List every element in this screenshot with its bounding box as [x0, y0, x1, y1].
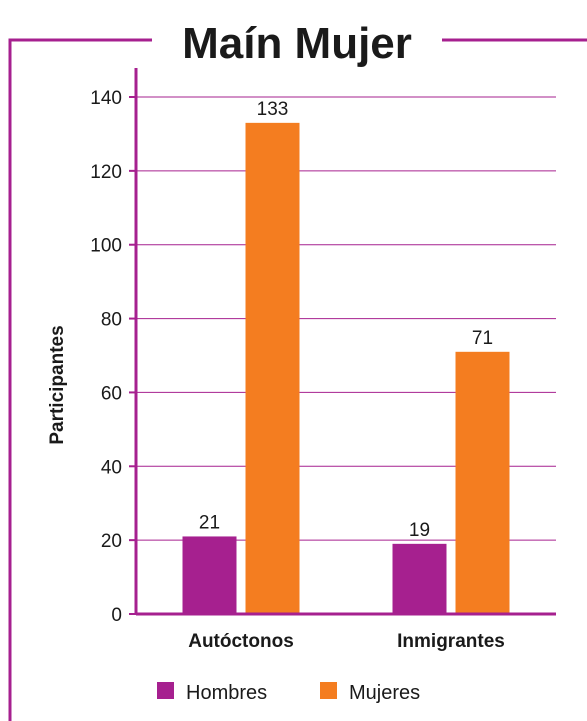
y-tick-label-20: 20	[101, 531, 122, 552]
bar-mujeres-1	[456, 352, 510, 614]
data-label-hombres-1: 19	[409, 520, 430, 541]
bar-hombres-1	[393, 544, 447, 614]
x-tick-label-0: Autóctonos	[188, 631, 294, 652]
y-tick-label-60: 60	[101, 383, 122, 404]
x-tick-label-1: Inmigrantes	[397, 631, 505, 652]
data-label-mujeres-0: 133	[257, 99, 289, 120]
legend: Hombres Mujeres	[157, 682, 420, 704]
data-label-hombres-0: 21	[199, 512, 220, 533]
y-axis-label: Participantes	[47, 325, 68, 444]
y-tick-label-80: 80	[101, 310, 122, 331]
bar-mujeres-0	[246, 123, 300, 614]
frame-left	[10, 40, 152, 721]
bar-hombres-0	[183, 536, 237, 614]
chart-title: Maín Mujer	[182, 19, 412, 68]
y-tick-label-120: 120	[90, 162, 122, 183]
y-tick-label-140: 140	[90, 88, 122, 109]
y-tick-labels: 0 20 40 60 80 100 120 140	[90, 88, 122, 626]
y-tick-label-0: 0	[111, 605, 122, 626]
legend-swatch-mujeres	[320, 682, 337, 699]
legend-label-mujeres: Mujeres	[349, 682, 420, 704]
data-label-mujeres-1: 71	[472, 328, 493, 349]
x-tick-labels: Autóctonos Inmigrantes	[188, 631, 505, 652]
data-labels: 21 133 19 71	[199, 99, 493, 541]
legend-swatch-hombres	[157, 682, 174, 699]
y-tick-label-100: 100	[90, 236, 122, 257]
legend-label-hombres: Hombres	[186, 682, 267, 704]
y-tick-label-40: 40	[101, 457, 122, 478]
